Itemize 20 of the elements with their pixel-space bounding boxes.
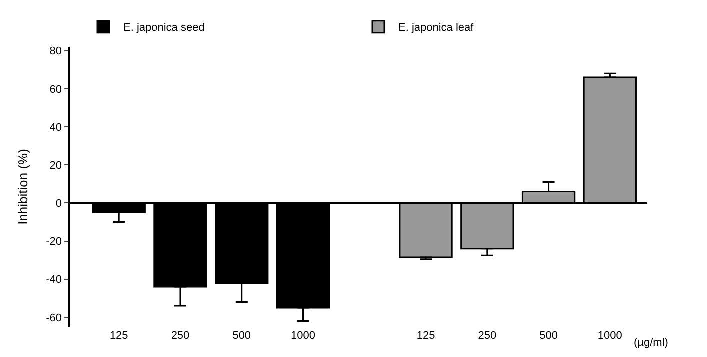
x-tick-label: 1000: [598, 330, 622, 342]
x-tick-label: 125: [110, 330, 128, 342]
y-tick-label: 20: [50, 160, 62, 172]
y-tick-label: -40: [46, 274, 62, 286]
y-tick-label: 60: [50, 84, 62, 96]
x-tick-label: 250: [171, 330, 190, 342]
x-axis-title: (µg/ml): [634, 337, 668, 349]
y-tick-label: 40: [50, 122, 62, 134]
x-tick-label: 500: [540, 330, 558, 342]
legend-label: E. japonica leaf: [398, 22, 475, 34]
y-tick-label: -60: [46, 312, 62, 324]
x-tick-label: 250: [478, 330, 497, 342]
y-tick-label: -20: [46, 236, 62, 248]
y-tick-label: 0: [56, 198, 62, 210]
y-axis-title: Inhibition (%): [16, 149, 31, 225]
y-tick-label: 80: [50, 46, 62, 58]
x-tick-label: 125: [416, 330, 436, 342]
legend-label: E. japonica seed: [124, 22, 205, 34]
x-tick-label: 1000: [291, 330, 316, 342]
x-tick-label: 500: [232, 330, 252, 342]
